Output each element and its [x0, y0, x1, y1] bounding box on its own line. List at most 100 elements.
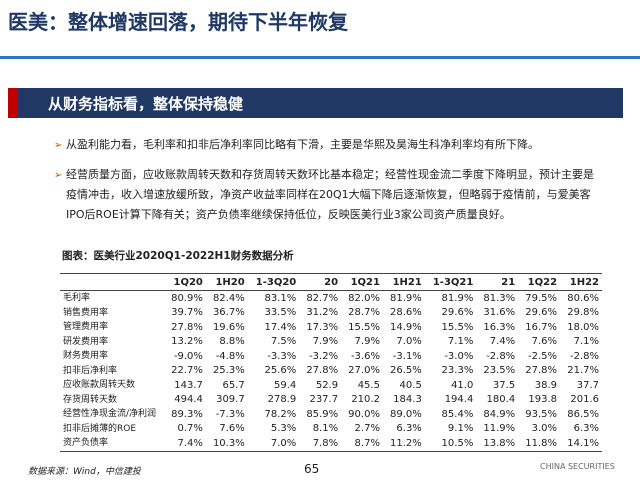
cell: 7.1%: [447, 336, 474, 348]
cell: 15.5%: [441, 321, 474, 333]
cell: 3.0%: [531, 423, 558, 435]
cell: 7.6%: [531, 336, 558, 348]
cell: 21.7%: [567, 365, 599, 377]
cell: 16.7%: [525, 321, 558, 333]
table-row: 销售费用率 39.7% 36.7% 33.5% 31.2% 28.7% 28.6% 29.6%…: [60, 306, 602, 321]
cell: 23.3%: [441, 365, 474, 377]
cell: 8.7%: [341, 436, 383, 452]
cell: 85.4%: [441, 408, 474, 420]
cell: 11.2%: [382, 436, 425, 452]
cell: 80.9%: [171, 292, 203, 304]
cell: 193.8: [528, 394, 558, 406]
cell: 29.8%: [567, 307, 599, 319]
cell: 23.5%: [483, 365, 516, 377]
table-row: 经营性净现金流/净利润 89.3% -7.3% 78.2% 85.9% 90.0% 89.0…: [60, 407, 602, 422]
row-label: 财务费用率: [63, 351, 109, 362]
cell: 29.6%: [525, 307, 558, 319]
cell: 7.6%: [219, 423, 245, 435]
cell: 17.3%: [306, 321, 339, 333]
column-header: 21: [476, 273, 519, 291]
table-row: 存货周转天数 494.4 309.7 278.9 237.7 210.2 184.3 194.…: [60, 393, 602, 408]
cell: 0.7%: [177, 423, 203, 435]
rule: [0, 56, 640, 59]
cell: 14.1%: [560, 436, 602, 452]
cell: -3.3%: [267, 350, 297, 362]
cell: 2.7%: [354, 423, 380, 435]
table: 1Q20 1H20 1-3Q20 20 1Q21 1H21 1-3Q21 21 1Q22 1H22…: [60, 273, 602, 452]
row-label: 研发费用率: [63, 336, 109, 347]
cell: 39.7%: [171, 307, 203, 319]
column-header: 1-3Q21: [424, 273, 477, 291]
column-header: 1Q21: [341, 273, 383, 291]
cell: -4.8%: [215, 350, 245, 362]
row-label: 存货周转天数: [63, 394, 118, 405]
bullet-icon: ➢: [54, 170, 63, 181]
cell: 184.3: [393, 394, 422, 406]
cell: -2.5%: [528, 350, 558, 362]
table-row: 扣非后净利率 22.7% 25.3% 25.6% 27.8% 27.0% 26.5% 23.3…: [60, 364, 602, 379]
cell: 89.0%: [390, 408, 422, 420]
cell: 14.9%: [390, 321, 422, 333]
cell: 38.9: [534, 379, 558, 391]
source: 数据来源：Wind，中信建投: [28, 467, 141, 477]
cell: 78.2%: [264, 408, 297, 420]
cell: 82.4%: [212, 292, 245, 304]
row-label: 经营性净现金流/净利润: [63, 409, 157, 420]
cell: 19.6%: [212, 321, 245, 333]
cell: 89.3%: [171, 408, 203, 420]
cell: 7.0%: [247, 436, 300, 452]
cell: 83.1%: [264, 292, 297, 304]
column-header: 1Q22: [518, 273, 561, 291]
cell: 84.9%: [483, 408, 516, 420]
header-row: 1Q20 1H20 1-3Q20 20 1Q21 1H21 1-3Q21 21 1Q22 1H22: [60, 273, 602, 291]
cell: 31.2%: [306, 307, 339, 319]
corner: [60, 273, 164, 291]
bullet: 从盈利能力看，毛利率和扣非后净利率同比略有下滑，主要是华熙及昊海生科净利率均有所…: [66, 138, 539, 151]
table-row: 管理费用率 27.8% 19.6% 17.4% 17.3% 15.5% 14.9% 15.5%…: [60, 320, 602, 335]
banner-text: 从财务指标看，整体保持稳健: [48, 95, 244, 113]
cell: 278.9: [267, 394, 297, 406]
cell: 27.8%: [525, 365, 558, 377]
cell: 86.5%: [567, 408, 599, 420]
table-row: 扣非后摊薄的ROE 0.7% 7.6% 5.3% 8.1% 2.7% 6.3% 9.1% 11.…: [60, 422, 602, 437]
cell: 6.3%: [396, 423, 422, 435]
cell: 81.9%: [441, 292, 474, 304]
cell: 7.9%: [354, 336, 380, 348]
bullet-icon: ➢: [54, 140, 63, 151]
cell: 90.0%: [348, 408, 380, 420]
cell: 27.0%: [348, 365, 380, 377]
cell: 13.2%: [171, 336, 203, 348]
cell: 28.6%: [390, 307, 422, 319]
cell: 16.3%: [483, 321, 516, 333]
column-header: 1H20: [205, 273, 248, 291]
cell: -2.8%: [569, 350, 599, 362]
cell: 11.9%: [483, 423, 516, 435]
cell: 237.7: [309, 394, 339, 406]
cell: -3.6%: [350, 350, 380, 362]
cell: 45.5: [357, 379, 380, 391]
cell: 25.6%: [264, 365, 297, 377]
cell: 11.8%: [518, 436, 561, 452]
cell: 8.8%: [219, 336, 245, 348]
cell: 7.1%: [573, 336, 599, 348]
cell: 79.5%: [525, 292, 558, 304]
cell: -3.1%: [392, 350, 422, 362]
table-row: 资产负债率 7.4% 10.3% 7.0% 7.8% 8.7% 11.2% 10.5% 13.8…: [60, 436, 602, 452]
cell: 7.0%: [396, 336, 422, 348]
cell: 93.5%: [525, 408, 558, 420]
table-row: 毛利率 80.9% 82.4% 83.1% 82.7% 82.0% 81.9% 81.9% 81…: [60, 291, 602, 306]
cell: 494.4: [174, 394, 203, 406]
column-header: 1H22: [560, 273, 602, 291]
cell: 65.7: [222, 379, 245, 391]
page-number: 65: [304, 462, 320, 476]
cell: 82.0%: [348, 292, 380, 304]
cell: 26.5%: [390, 365, 422, 377]
cell: 27.8%: [306, 365, 339, 377]
cell: 31.6%: [483, 307, 516, 319]
cell: -7.3%: [215, 408, 245, 420]
cell: 8.1%: [312, 423, 339, 435]
cell: -3.0%: [444, 350, 474, 362]
cell: 7.4%: [164, 436, 206, 452]
cell: 80.6%: [567, 292, 599, 304]
